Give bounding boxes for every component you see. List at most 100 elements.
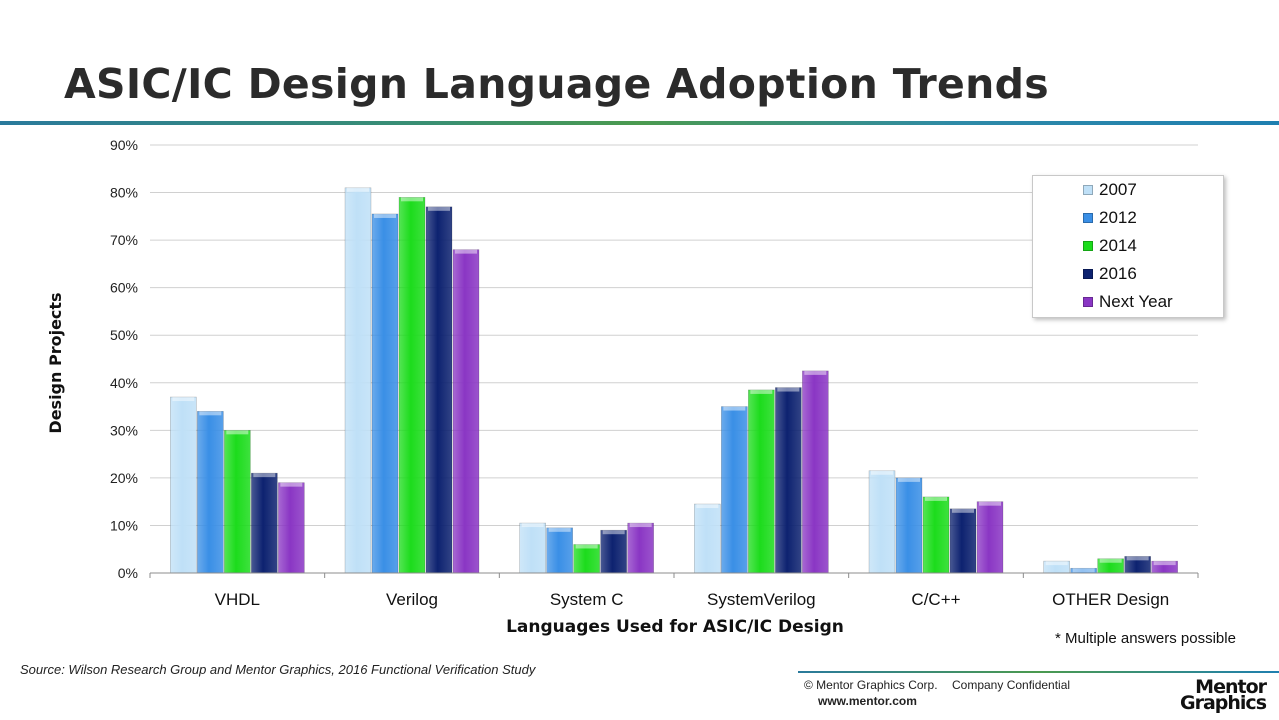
y-tick-label: 20%	[110, 470, 138, 486]
legend-item: 2014	[1033, 234, 1137, 258]
bar-verilog-2007	[344, 187, 372, 574]
bar-vhdl-next-year	[278, 482, 305, 574]
bar-verilog-2012	[371, 213, 399, 574]
bar-bevel	[548, 527, 571, 532]
bar-vhdl-2014	[224, 430, 251, 574]
bar-bevel	[1045, 561, 1068, 566]
x-axis-tick-labels: VHDL Verilog System C SystemVerilog C/C++ OTH…	[215, 590, 1170, 609]
y-tick-label: 90%	[110, 137, 138, 153]
bar-bevel	[777, 387, 800, 392]
bar-c-c--next-year	[976, 501, 1004, 574]
bar-vhdl-2007	[170, 396, 197, 574]
legend-label: 2016	[1099, 264, 1137, 283]
bar-system-c-2012	[546, 527, 573, 574]
bar-c-c--2014	[922, 496, 950, 574]
legend-item: 2016	[1033, 262, 1137, 286]
x-tick-label: SystemVerilog	[707, 590, 816, 609]
bar-bevel	[401, 197, 423, 202]
bar-bevel	[952, 508, 974, 513]
bar-bevel	[172, 397, 195, 402]
bar-bevel	[199, 411, 222, 416]
bar-system-c-2016	[600, 529, 627, 574]
legend-swatch	[1083, 269, 1093, 279]
bar-c-c--2007	[868, 470, 896, 574]
bar-verilog-next-year	[452, 249, 480, 574]
bar-bevel	[428, 206, 450, 211]
website-link[interactable]: www.mentor.com	[818, 694, 917, 708]
bar-bevel	[1072, 568, 1095, 573]
bar-vhdl-2016	[251, 472, 278, 574]
bar-verilog-2016	[425, 206, 453, 574]
legend-label: 2014	[1099, 236, 1137, 255]
y-tick-label: 70%	[110, 232, 138, 248]
x-tick-label: VHDL	[215, 590, 260, 609]
source-citation: Source: Wilson Research Group and Mentor…	[20, 662, 536, 677]
confidential-label: Company Confidential	[952, 678, 1071, 692]
legend-swatch	[1083, 241, 1093, 251]
title-divider	[0, 121, 1279, 125]
bar-systemverilog-2016	[775, 387, 802, 574]
y-axis-tick-labels: 0% 10% 20% 30% 40% 50% 60% 70% 80% 90%	[110, 137, 138, 581]
footnote: * Multiple answers possible	[1055, 630, 1236, 647]
mentor-graphics-logo: Mentor Graphics	[1166, 678, 1272, 714]
bar-systemverilog-2007	[694, 503, 721, 574]
bars	[170, 187, 1178, 574]
legend-label: 2012	[1099, 208, 1137, 227]
x-tick-label: Verilog	[386, 590, 438, 609]
bar-bevel	[871, 470, 893, 475]
x-axis-title: Languages Used for ASIC/IC Design	[506, 617, 844, 637]
bar-vhdl-2012	[197, 411, 224, 574]
legend-item: 2007	[1033, 178, 1137, 202]
bar-systemverilog-2014	[748, 389, 775, 574]
legend-swatch	[1083, 213, 1093, 223]
bar-bevel	[280, 482, 303, 487]
bar-verilog-2014	[398, 197, 426, 574]
bar-bevel	[521, 523, 544, 528]
bar-system-c-next-year	[627, 522, 654, 574]
bar-system-c-2007	[519, 522, 546, 574]
legend-item: Next Year	[1033, 290, 1173, 314]
bar-bevel	[723, 406, 746, 411]
chart-legend: 2007 2012 2014 2016 Next Year	[1032, 175, 1224, 318]
x-tick-label: C/C++	[911, 590, 960, 609]
y-tick-label: 40%	[110, 375, 138, 391]
legend-item: 2012	[1033, 206, 1137, 230]
bar-bevel	[979, 501, 1001, 506]
x-tick-label: System C	[550, 590, 624, 609]
bar-bevel	[602, 530, 625, 535]
y-tick-label: 10%	[110, 517, 138, 533]
logo-text-line1: Mentor	[1195, 676, 1267, 698]
bar-bevel	[1126, 556, 1149, 561]
legend-label: Next Year	[1099, 292, 1173, 311]
bar-bevel	[347, 187, 369, 192]
bar-bevel	[804, 370, 827, 375]
bar-bevel	[629, 523, 652, 528]
bar-bevel	[455, 249, 477, 254]
bar-bevel	[226, 430, 249, 435]
gridlines	[150, 144, 1198, 574]
bar-chart: 0% 10% 20% 30% 40% 50% 60% 70% 80% 90% VHDL Verilo…	[46, 137, 1199, 637]
x-tick-label: OTHER Design	[1052, 590, 1169, 609]
x-axis	[149, 572, 1199, 578]
legend-label: 2007	[1099, 180, 1137, 199]
copyright-text: © Mentor Graphics Corp.	[804, 678, 938, 692]
bar-bevel	[374, 213, 396, 218]
bar-bevel	[1153, 561, 1176, 566]
bar-bevel	[750, 389, 773, 394]
y-tick-label: 30%	[110, 422, 138, 438]
bar-bevel	[925, 496, 947, 501]
bar-bevel	[696, 504, 719, 509]
bar-bevel	[898, 477, 920, 482]
slide-title: ASIC/IC Design Language Adoption Trends	[64, 60, 1049, 108]
legend-swatch	[1083, 185, 1093, 195]
bar-c-c--2012	[895, 477, 923, 574]
bar-bevel	[575, 544, 598, 549]
bar-c-c--2016	[949, 508, 977, 574]
y-tick-label: 60%	[110, 280, 138, 296]
logo-text-line2: Graphics	[1180, 692, 1267, 714]
y-tick-label: 50%	[110, 327, 138, 343]
bar-bevel	[253, 473, 276, 478]
bar-bevel	[1099, 558, 1122, 563]
bar-systemverilog-2012	[721, 406, 748, 574]
bar-system-c-2014	[573, 544, 600, 574]
